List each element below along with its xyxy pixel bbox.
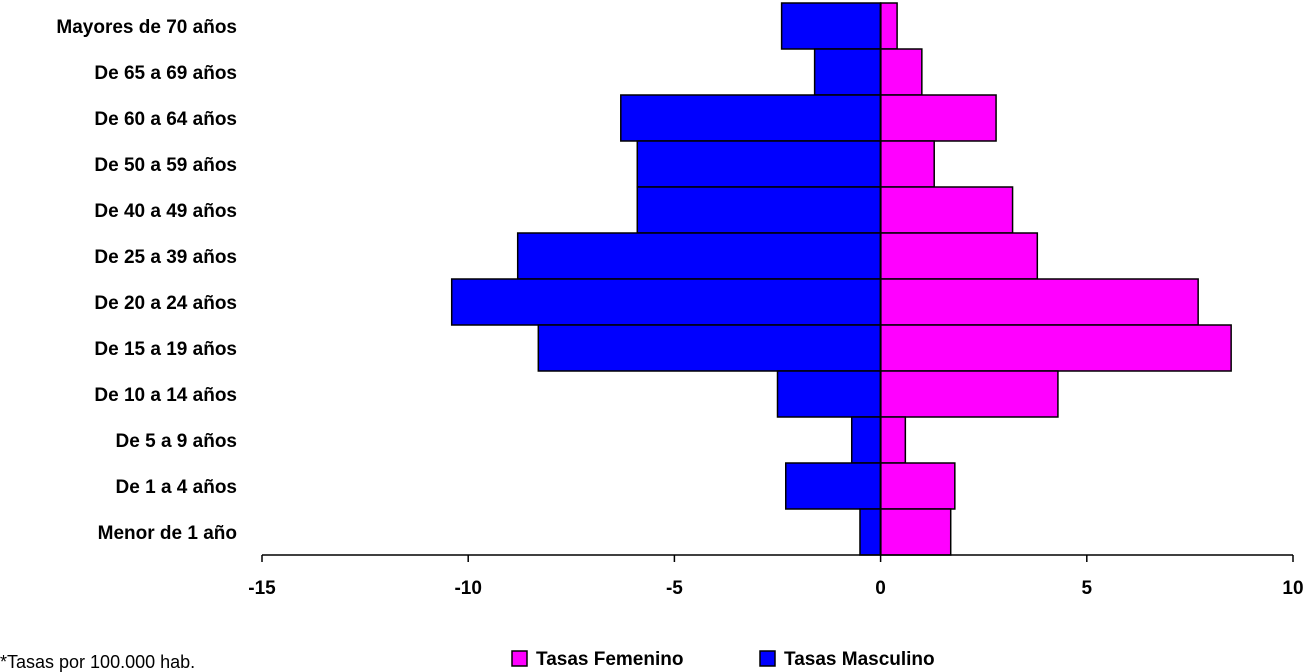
bar-tasas-masculino-de-5-a-9-anos: [850, 416, 882, 464]
bar-tasas-masculino-de-65-a-69-anos: [813, 48, 882, 96]
bar-tasas-femenino-de-10-a-14-anos: [879, 370, 1059, 418]
category-label: Mayores de 70 años: [56, 17, 237, 38]
bar-tasas-masculino-de-10-a-14-anos: [776, 370, 882, 418]
bar-tasas-masculino-de-15-a-19-anos: [537, 324, 882, 372]
x-tick-label: -10: [454, 578, 481, 599]
bar-tasas-femenino-de-20-a-24-anos: [879, 278, 1199, 326]
category-label: De 1 a 4 años: [116, 477, 237, 498]
bar-tasas-femenino-de-50-a-59-anos: [879, 140, 935, 188]
x-ticks: -15 -10 -5 0 5 10: [248, 555, 1304, 599]
bar-tasas-femenino-de-5-a-9-anos: [879, 416, 907, 464]
legend-swatch-tasas-femenino: [511, 650, 528, 667]
category-labels: Mayores de 70 años De 65 a 69 años De 60 a…: [56, 17, 237, 544]
category-label: De 25 a 39 años: [94, 247, 237, 268]
category-label: De 40 a 49 años: [94, 201, 237, 222]
category-label: Menor de 1 año: [98, 523, 237, 544]
category-label: De 60 a 64 años: [94, 109, 237, 130]
x-tick-label: 5: [1082, 578, 1093, 599]
bar-tasas-masculino-de-1-a-4-anos: [785, 462, 882, 510]
legend-swatch-tasas-masculino: [759, 650, 776, 667]
category-label: De 10 a 14 años: [94, 385, 237, 406]
footnote: *Tasas por 100.000 hab.: [0, 652, 196, 672]
bar-tasas-masculino-mayores-de-70-anos: [780, 2, 882, 50]
legend-label-tasas-masculino: Tasas Masculino: [784, 649, 935, 670]
bar-tasas-femenino-de-60-a-64-anos: [879, 94, 997, 142]
bar-tasas-masculino-de-25-a-39-anos: [516, 232, 882, 280]
category-label: De 65 a 69 años: [94, 63, 237, 84]
bars-layer: [450, 2, 1232, 556]
bar-tasas-femenino-de-65-a-69-anos: [879, 48, 923, 96]
x-tick-label: -5: [666, 578, 683, 599]
bar-tasas-femenino-menor-de-1-ano: [879, 508, 952, 556]
category-label: De 15 a 19 años: [94, 339, 237, 360]
bar-tasas-femenino-de-25-a-39-anos: [879, 232, 1039, 280]
x-tick-label: 10: [1282, 578, 1303, 599]
bar-tasas-masculino-de-60-a-64-anos: [620, 94, 882, 142]
bar-tasas-masculino-de-50-a-59-anos: [636, 140, 882, 188]
bar-tasas-femenino-de-1-a-4-anos: [879, 462, 956, 510]
category-label: De 5 a 9 años: [116, 431, 237, 452]
bar-tasas-masculino-menor-de-1-ano: [859, 508, 882, 556]
bar-tasas-femenino-mayores-de-70-anos: [879, 2, 898, 50]
bar-tasas-femenino-de-15-a-19-anos: [879, 324, 1232, 372]
x-tick-label: 0: [875, 578, 886, 599]
category-label: De 20 a 24 años: [94, 293, 237, 314]
bar-tasas-masculino-de-40-a-49-anos: [636, 186, 882, 234]
category-label: De 50 a 59 años: [94, 155, 237, 176]
legend-label-tasas-femenino: Tasas Femenino: [536, 649, 683, 670]
x-tick-label: -15: [248, 578, 276, 599]
bar-tasas-femenino-de-40-a-49-anos: [879, 186, 1014, 234]
legend: Tasas Femenino Tasas Masculino: [511, 649, 935, 670]
bar-tasas-masculino-de-20-a-24-anos: [450, 278, 882, 326]
